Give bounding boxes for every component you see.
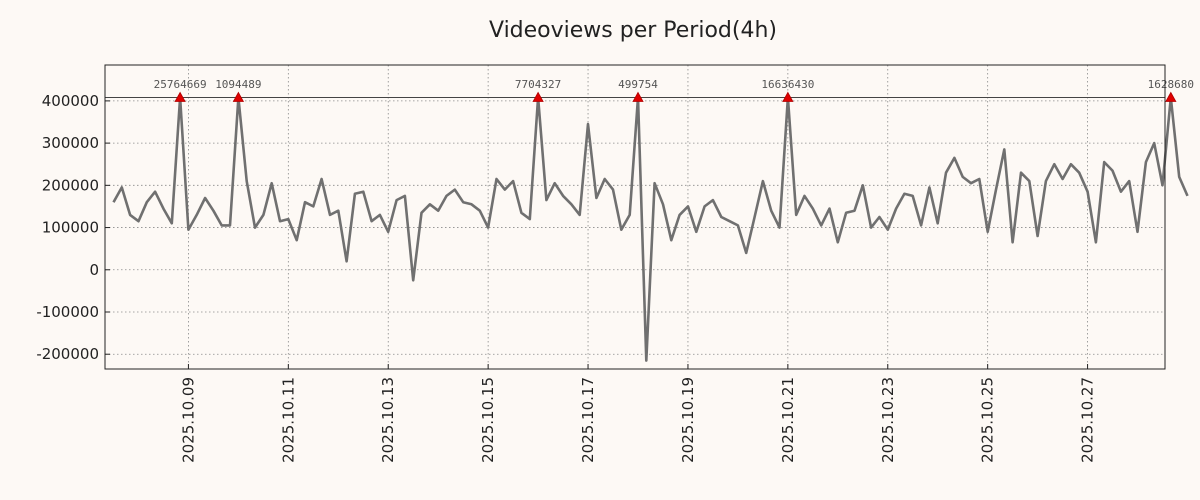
peak-annotation-label: 7704327 bbox=[515, 78, 561, 91]
peak-annotation-label: 1628680 bbox=[1148, 78, 1194, 91]
x-tick-label: 2025.10.17 bbox=[579, 377, 597, 463]
peak-annotation-label: 25764669 bbox=[154, 78, 207, 91]
x-tick-label: 2025.10.21 bbox=[779, 377, 797, 463]
x-tick-label: 2025.10.15 bbox=[479, 377, 497, 463]
peak-annotation-label: 1094489 bbox=[215, 78, 261, 91]
y-tick-label: 0 bbox=[89, 261, 99, 279]
x-tick-label: 2025.10.09 bbox=[179, 377, 197, 463]
peak-marker bbox=[174, 91, 186, 102]
x-tick-label: 2025.10.23 bbox=[879, 377, 897, 463]
peak-marker bbox=[782, 91, 794, 102]
y-tick-label: 200000 bbox=[42, 176, 99, 194]
y-tick-label: 100000 bbox=[42, 219, 99, 237]
y-tick-label: 300000 bbox=[42, 134, 99, 152]
peak-marker bbox=[532, 91, 544, 102]
chart-title: Videoviews per Period(4h) bbox=[489, 18, 777, 43]
x-tick-label: 2025.10.11 bbox=[279, 377, 297, 463]
peak-marker bbox=[632, 91, 644, 102]
peak-annotation-label: 16636430 bbox=[761, 78, 814, 91]
y-tick-label: -200000 bbox=[36, 345, 99, 363]
x-tick-label: 2025.10.27 bbox=[1079, 377, 1097, 463]
peak-annotation-label: 499754 bbox=[618, 78, 658, 91]
y-tick-label: 400000 bbox=[42, 92, 99, 110]
x-tick-label: 2025.10.25 bbox=[979, 377, 997, 463]
x-tick-label: 2025.10.19 bbox=[679, 377, 697, 463]
plot-frame bbox=[104, 64, 1166, 370]
plot-area bbox=[105, 65, 1165, 369]
y-tick-label: -100000 bbox=[36, 303, 99, 321]
peak-marker bbox=[1165, 91, 1177, 102]
peak-marker bbox=[232, 91, 245, 102]
series-line-videoviews bbox=[112, 96, 1189, 362]
x-tick-label: 2025.10.13 bbox=[379, 377, 397, 463]
